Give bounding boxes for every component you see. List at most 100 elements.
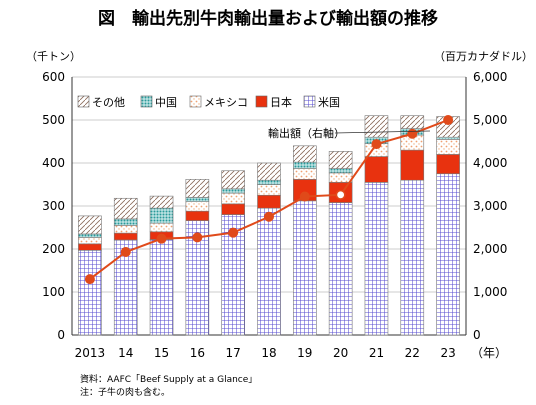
bar-segment-mexico xyxy=(436,139,460,155)
x-tick-label: 22 xyxy=(405,346,420,360)
legend-label-japan: 日本 xyxy=(270,95,292,109)
export-value-point xyxy=(120,247,131,258)
right-tick-label: 5,000 xyxy=(473,113,507,127)
annotation-label: 輸出額（右軸） xyxy=(268,126,345,140)
bar-segment-other xyxy=(113,197,138,220)
export-value-point xyxy=(371,139,382,150)
right-tick-label: 3,000 xyxy=(473,199,507,213)
legend-label-mexico: メキシコ xyxy=(204,96,248,109)
export-value-point xyxy=(299,191,310,202)
bar-segment-mexico xyxy=(149,222,174,233)
annotation-leader xyxy=(334,130,431,134)
x-tick-label: 21 xyxy=(369,346,384,360)
left-axis-unit: （千トン） xyxy=(26,50,81,63)
legend-swatch-other xyxy=(77,95,90,108)
bar-segment-japan xyxy=(78,243,102,251)
left-tick-label: 400 xyxy=(42,156,65,170)
export-value-point xyxy=(84,274,95,285)
x-tick-label: 20 xyxy=(333,346,348,360)
x-tick-label: 15 xyxy=(154,346,169,360)
bar-segment-japan xyxy=(185,210,210,221)
bar-segment-japan xyxy=(113,232,138,241)
bar-segment-us xyxy=(78,249,102,336)
legend-label-other: その他 xyxy=(92,96,125,109)
export-value-point xyxy=(443,115,454,126)
bar-segment-other xyxy=(257,162,281,181)
export-value-point xyxy=(335,189,346,200)
bar-segment-other xyxy=(364,115,389,138)
bar-segment-china xyxy=(328,168,353,174)
bar-segment-mexico xyxy=(293,168,317,180)
bar-segment-mexico xyxy=(328,172,353,183)
bar-segment-us xyxy=(257,207,281,336)
bar-segment-us xyxy=(328,202,353,336)
bar-segment-china xyxy=(221,188,245,194)
bar-segment-mexico xyxy=(257,184,281,196)
bar-segment-japan xyxy=(400,149,425,181)
export-value-point xyxy=(407,128,418,139)
x-tick-label: 17 xyxy=(226,346,241,360)
bar-segment-us xyxy=(436,173,460,336)
left-tick-label: 0 xyxy=(57,328,65,342)
footnote: 注：子牛の肉も含む。 xyxy=(80,386,170,398)
left-y-ticks: 0 100 200 300 400 500 600 xyxy=(42,70,65,342)
bar-segment-us xyxy=(364,182,389,336)
bar-segment-other xyxy=(185,179,210,198)
x-tick-label: 19 xyxy=(297,346,312,360)
bar-segment-japan xyxy=(364,156,389,183)
x-tick-label: 18 xyxy=(261,346,276,360)
source-note: 資料：AAFC「Beef Supply at a Glance」 xyxy=(80,373,257,385)
right-tick-label: 6,000 xyxy=(473,70,507,84)
export-value-point xyxy=(228,227,239,238)
bar-segment-japan xyxy=(257,194,281,209)
right-axis-unit: （百万カナダドル） xyxy=(434,49,533,63)
export-value-point xyxy=(192,232,203,243)
right-tick-label: 1,000 xyxy=(473,285,507,299)
left-tick-label: 300 xyxy=(42,199,65,213)
bar-segment-china xyxy=(436,136,460,140)
right-y-ticks: 0 1,000 2,000 3,000 4,000 5,000 6,000 xyxy=(473,70,507,342)
bar-segment-mexico xyxy=(185,201,210,212)
export-value-line xyxy=(84,115,454,285)
x-axis-unit: （年） xyxy=(471,346,507,360)
legend-label-us: 米国 xyxy=(318,96,340,109)
legend-swatch-china xyxy=(140,95,153,108)
bar-segment-other xyxy=(400,115,425,129)
legend-swatch-japan xyxy=(255,95,268,108)
x-tick-label: 14 xyxy=(118,346,133,360)
bar-segment-china xyxy=(293,161,317,169)
chart-title: 図 輸出先別牛肉輸出量および輸出額の推移 xyxy=(98,8,438,29)
bar-segment-mexico xyxy=(78,237,102,245)
line-annotation: 輸出額（右軸） xyxy=(268,126,431,140)
left-tick-label: 200 xyxy=(42,242,65,256)
bar-segment-other xyxy=(293,145,317,163)
bar-segment-china xyxy=(113,218,138,226)
bar-segment-china xyxy=(149,207,174,224)
bar-segment-china xyxy=(78,233,102,238)
legend-swatch-us xyxy=(303,95,316,108)
bar-segment-japan xyxy=(436,154,460,175)
x-ticks: 2013 14 15 16 17 18 19 20 21 22 23 xyxy=(75,346,456,360)
bar-segment-us xyxy=(293,200,317,336)
bar-segment-us xyxy=(149,239,174,336)
x-tick-label: 2013 xyxy=(75,346,106,360)
right-tick-label: 4,000 xyxy=(473,156,507,170)
bar-segment-japan xyxy=(221,203,245,215)
bar-segment-china xyxy=(257,179,281,185)
bar-segment-other xyxy=(149,195,174,209)
bar-stacks xyxy=(78,115,460,336)
legend-label-china: 中国 xyxy=(155,96,177,109)
export-value-point xyxy=(263,211,274,222)
bar-segment-us xyxy=(400,179,425,336)
x-tick-label: 23 xyxy=(440,346,455,360)
bar-segment-china xyxy=(185,197,210,202)
legend-swatch-mexico xyxy=(189,95,202,108)
legend: その他 中国 メキシコ 日本 米国 xyxy=(77,95,340,109)
bar-segment-other xyxy=(328,151,353,169)
left-tick-label: 500 xyxy=(42,113,65,127)
right-tick-label: 0 xyxy=(473,328,481,342)
bar-segment-mexico xyxy=(221,192,245,205)
x-tick-label: 16 xyxy=(190,346,205,360)
export-value-point xyxy=(156,233,167,244)
